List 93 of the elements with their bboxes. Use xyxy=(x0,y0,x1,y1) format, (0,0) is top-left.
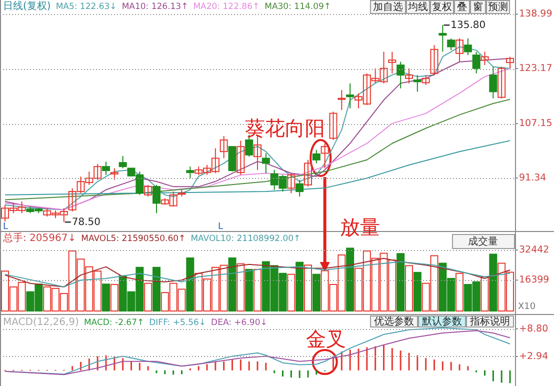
bar xyxy=(102,284,110,312)
candlestick xyxy=(320,142,329,169)
candlestick xyxy=(422,74,430,86)
bar xyxy=(287,274,296,312)
text: MAVOL5: 21590550.60↑ xyxy=(81,234,186,244)
y-tick-label: +8.80 xyxy=(519,323,548,334)
text: X10 xyxy=(518,302,536,312)
candlestick xyxy=(220,135,228,159)
candlestick xyxy=(312,149,320,164)
bar xyxy=(254,268,262,312)
annotation: 金叉 xyxy=(306,327,346,351)
candlestick xyxy=(228,146,236,172)
bar xyxy=(152,266,160,312)
y-tick-label: +2.94 xyxy=(519,351,548,362)
annotation: L xyxy=(3,222,8,232)
annotation: 放量 xyxy=(340,215,380,239)
candlestick xyxy=(464,38,472,56)
candlestick xyxy=(413,74,422,92)
bar xyxy=(245,268,254,312)
candlestick xyxy=(430,44,438,76)
text: DEA: +6.90↓ xyxy=(211,318,268,328)
annotation: 加自选 xyxy=(373,1,403,14)
bar xyxy=(489,254,498,312)
candlestick xyxy=(480,51,489,66)
text: MACD: -2.67↑ xyxy=(84,318,144,328)
y-tick-label: 32442 xyxy=(519,244,550,256)
candlestick xyxy=(102,161,110,176)
candlestick xyxy=(152,184,160,214)
bar xyxy=(413,272,422,312)
y-tick-label: 91.34 xyxy=(519,172,546,184)
annotation: 成交量 xyxy=(468,236,498,248)
candlestick xyxy=(329,111,338,140)
candlestick xyxy=(346,82,354,109)
y-tick-label: 123.17 xyxy=(519,63,552,74)
annotation: 优选参数 xyxy=(374,316,414,328)
annotation: 叠 xyxy=(457,2,467,14)
bar xyxy=(228,257,236,312)
candlestick xyxy=(296,179,304,198)
annotation: 指标说明 xyxy=(469,316,510,328)
bar xyxy=(304,264,312,312)
annotation: 78.50 xyxy=(72,216,101,228)
candlestick xyxy=(396,61,405,89)
annotation: L xyxy=(218,222,224,232)
text: MA5: 122.63↓ xyxy=(56,2,117,12)
candlestick xyxy=(186,166,194,179)
candlestick xyxy=(388,51,396,74)
candlestick xyxy=(110,168,118,180)
bar xyxy=(346,248,354,312)
bar xyxy=(312,274,320,312)
annotation: 均线 xyxy=(407,1,428,14)
text: MA10: 126.13↑ xyxy=(122,2,188,12)
candlestick xyxy=(304,159,312,188)
annotation: 默认参数 xyxy=(421,316,462,328)
candlestick xyxy=(338,90,346,110)
annotation: 135.80 xyxy=(450,20,486,31)
line-series xyxy=(4,98,510,200)
text: MA30: 114.09↑ xyxy=(264,2,332,12)
chart-title: 总手: 205967↓ xyxy=(2,232,76,244)
text: MAVOL10: 21108992.00↑ xyxy=(190,234,301,244)
candlestick xyxy=(405,68,413,84)
annotation: 葵花向阳 xyxy=(245,116,325,140)
annotation: 窗 xyxy=(473,1,483,14)
bar xyxy=(236,263,245,312)
candlestick xyxy=(144,184,152,198)
text: DIFF: +5.56↓ xyxy=(149,318,206,328)
candlestick xyxy=(287,172,296,194)
candlestick xyxy=(236,140,245,176)
candlestick xyxy=(506,56,514,69)
chart-title: 日线(复权) xyxy=(3,0,51,12)
candlestick xyxy=(472,51,480,74)
bar xyxy=(480,276,489,312)
candlestick xyxy=(456,38,464,62)
candlestick xyxy=(438,24,447,52)
text: MA20: 122.86↑ xyxy=(193,2,260,12)
bar xyxy=(296,262,304,312)
candlestick xyxy=(262,152,270,174)
chart-title: MACD(12,26,9) xyxy=(3,317,80,328)
y-tick-label: 107.15 xyxy=(519,118,552,130)
bar xyxy=(144,282,152,312)
bar xyxy=(456,272,464,312)
candlestick xyxy=(498,66,506,99)
annotation: 预测 xyxy=(488,1,508,14)
bar xyxy=(396,253,405,312)
y-tick-label: 16399 xyxy=(519,274,550,286)
bar xyxy=(110,284,118,312)
y-tick-label: 138.99 xyxy=(519,8,552,20)
annotation: 复权 xyxy=(432,1,452,14)
bar xyxy=(186,257,194,312)
candlestick xyxy=(118,155,127,169)
candlestick xyxy=(447,38,456,51)
line-series xyxy=(4,140,510,196)
candlestick xyxy=(489,66,498,99)
bar xyxy=(405,265,413,312)
